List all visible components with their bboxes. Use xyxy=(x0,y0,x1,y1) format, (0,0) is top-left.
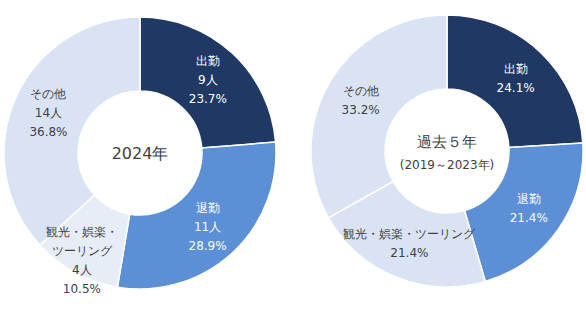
slice xyxy=(447,15,583,147)
count-label: 11人 xyxy=(194,220,221,234)
label-line: 14人 xyxy=(35,106,62,120)
slice xyxy=(4,17,140,245)
slice xyxy=(311,15,447,218)
label-line: ツーリング xyxy=(52,244,113,258)
donut-chart: 出勤 9人 23.7% 退勤 11人 28.9% 観光・娯楽・ツーリング 4人 10.5% その他… xyxy=(4,17,276,296)
category-label: その他 xyxy=(343,84,379,98)
category-label: 出勤 xyxy=(196,54,220,68)
label-line: 21.4% xyxy=(390,246,428,260)
data-label: 33.2% xyxy=(342,103,380,117)
label-line: 退勤 xyxy=(517,192,541,206)
labels: 出勤 9人 23.7% 退勤 11人 28.9% 観光・娯楽・ツーリング 4人 10.5% その他… xyxy=(29,54,227,296)
data-label: 21.4% xyxy=(510,211,548,225)
data-label: 28.9% xyxy=(189,239,227,253)
label-line: 9人 xyxy=(198,73,218,87)
category-label: 出勤 xyxy=(504,62,528,76)
label-line: 4人 xyxy=(72,263,92,277)
data-label: 36.8% xyxy=(29,125,67,139)
category-label: その他 xyxy=(30,87,66,101)
label-line: 23.7% xyxy=(189,92,227,106)
label-line: 11人 xyxy=(194,220,221,234)
label-line: その他 xyxy=(30,87,66,101)
center-title: 過去５年 xyxy=(417,133,477,151)
label-line: 36.8% xyxy=(29,125,67,139)
label-line: 出勤 xyxy=(196,54,220,68)
slices xyxy=(311,15,583,287)
center-title: 2024年 xyxy=(112,144,169,163)
label-line: 出勤 xyxy=(504,62,528,76)
label-line: 10.5% xyxy=(63,282,101,296)
donut-chart: 出勤 24.1% 退勤 21.4% 観光・娯楽・ツーリング 21.4% その他 33.2% 過去… xyxy=(311,15,583,287)
data-label: 10.5% xyxy=(63,282,101,296)
label-line: その他 xyxy=(343,84,379,98)
data-label: 24.1% xyxy=(497,81,535,95)
category-label: 退勤 xyxy=(517,192,541,206)
label-line: 33.2% xyxy=(342,103,380,117)
label-line: 観光・娯楽・ xyxy=(46,225,118,239)
label-line: 観光・娯楽・ツーリング xyxy=(343,227,476,241)
count-label: 14人 xyxy=(35,106,62,120)
labels: 出勤 24.1% 退勤 21.4% 観光・娯楽・ツーリング 21.4% その他 33.2% xyxy=(342,62,548,260)
category-label: 観光・娯楽・ツーリング xyxy=(343,227,476,241)
data-label: 23.7% xyxy=(189,92,227,106)
label-line: 21.4% xyxy=(510,211,548,225)
slice xyxy=(140,17,276,148)
category-label: 観光・娯楽・ツーリング xyxy=(46,225,118,258)
label-line: 退勤 xyxy=(196,201,220,215)
label-line: 28.9% xyxy=(189,239,227,253)
data-label: 21.4% xyxy=(390,246,428,260)
count-label: 9人 xyxy=(198,73,218,87)
label-line: 24.1% xyxy=(497,81,535,95)
chart-canvas: 出勤 9人 23.7% 退勤 11人 28.9% 観光・娯楽・ツーリング 4人 10.5% その他… xyxy=(0,0,586,311)
center-subtitle: (2019～2023年) xyxy=(400,158,494,172)
category-label: 退勤 xyxy=(196,201,220,215)
slices xyxy=(4,17,276,289)
count-label: 4人 xyxy=(72,263,92,277)
slice xyxy=(117,142,276,289)
